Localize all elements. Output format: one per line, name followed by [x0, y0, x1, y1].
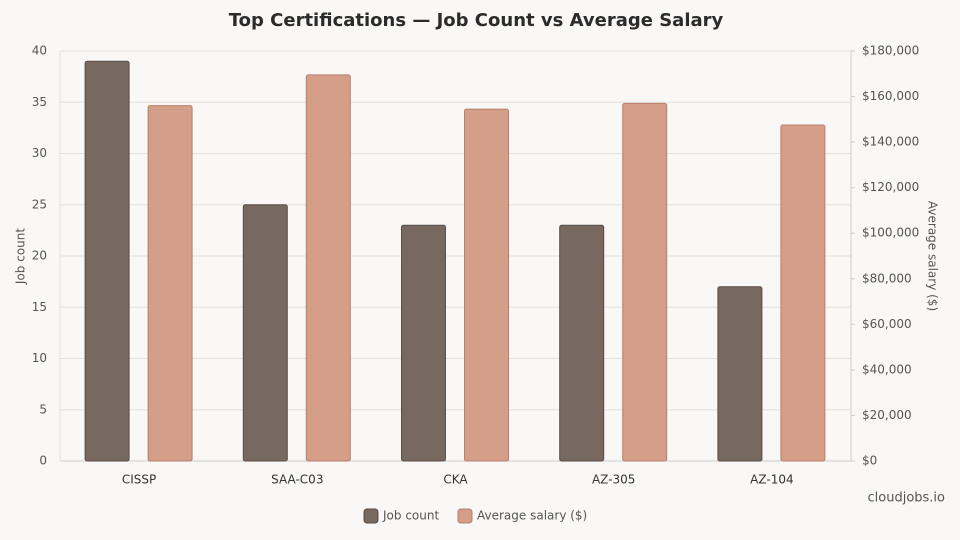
x-tick-label: SAA-C03 — [271, 473, 323, 487]
x-tick-label: AZ-104 — [750, 473, 793, 487]
bar — [717, 286, 763, 462]
y-tick-label: 35 — [32, 95, 47, 109]
y-tick-label: 0 — [39, 454, 47, 468]
y2-axis-title: Average salary ($) — [926, 201, 940, 311]
bar — [401, 224, 446, 462]
bar — [464, 108, 509, 462]
x-tick-label: AZ-305 — [592, 473, 635, 487]
bar — [147, 105, 193, 462]
bar — [84, 60, 130, 462]
y-tick-label: 30 — [32, 146, 47, 160]
y2-tick-label: $180,000 — [862, 44, 919, 58]
bar — [242, 204, 288, 462]
y2-tick-label: $80,000 — [862, 271, 912, 285]
watermark: cloudjobs.io — [868, 491, 946, 506]
y2-tick-label: $40,000 — [862, 362, 912, 376]
x-tick-label: CKA — [443, 473, 468, 487]
y2-tick-label: $60,000 — [862, 317, 912, 331]
bar — [305, 74, 351, 462]
bar — [780, 124, 826, 462]
y-tick-label: 5 — [39, 402, 47, 416]
legend-swatch — [457, 508, 473, 524]
chart-title: Top Certifications — Job Count vs Averag… — [229, 10, 724, 31]
y-tick-label: 25 — [32, 197, 47, 211]
x-tick-label: CISSP — [122, 473, 156, 487]
y2-tick-label: $140,000 — [862, 135, 919, 149]
y-axis-title: Job count — [14, 228, 28, 285]
y-tick-label: 20 — [32, 249, 47, 263]
y2-tick-label: $120,000 — [862, 180, 919, 194]
legend-swatch — [363, 508, 379, 524]
y2-tick-label: $100,000 — [862, 226, 919, 240]
bar — [622, 102, 668, 462]
legend-label: Average salary ($) — [477, 509, 587, 523]
y-tick-label: 40 — [32, 44, 47, 58]
y-tick-label: 10 — [32, 351, 47, 365]
y2-tick-label: $0 — [862, 454, 877, 468]
bar — [559, 224, 605, 462]
y2-tick-label: $160,000 — [862, 89, 919, 103]
y-tick-label: 15 — [32, 300, 47, 314]
legend-label: Job count — [382, 509, 439, 523]
y2-tick-label: $20,000 — [862, 408, 912, 422]
